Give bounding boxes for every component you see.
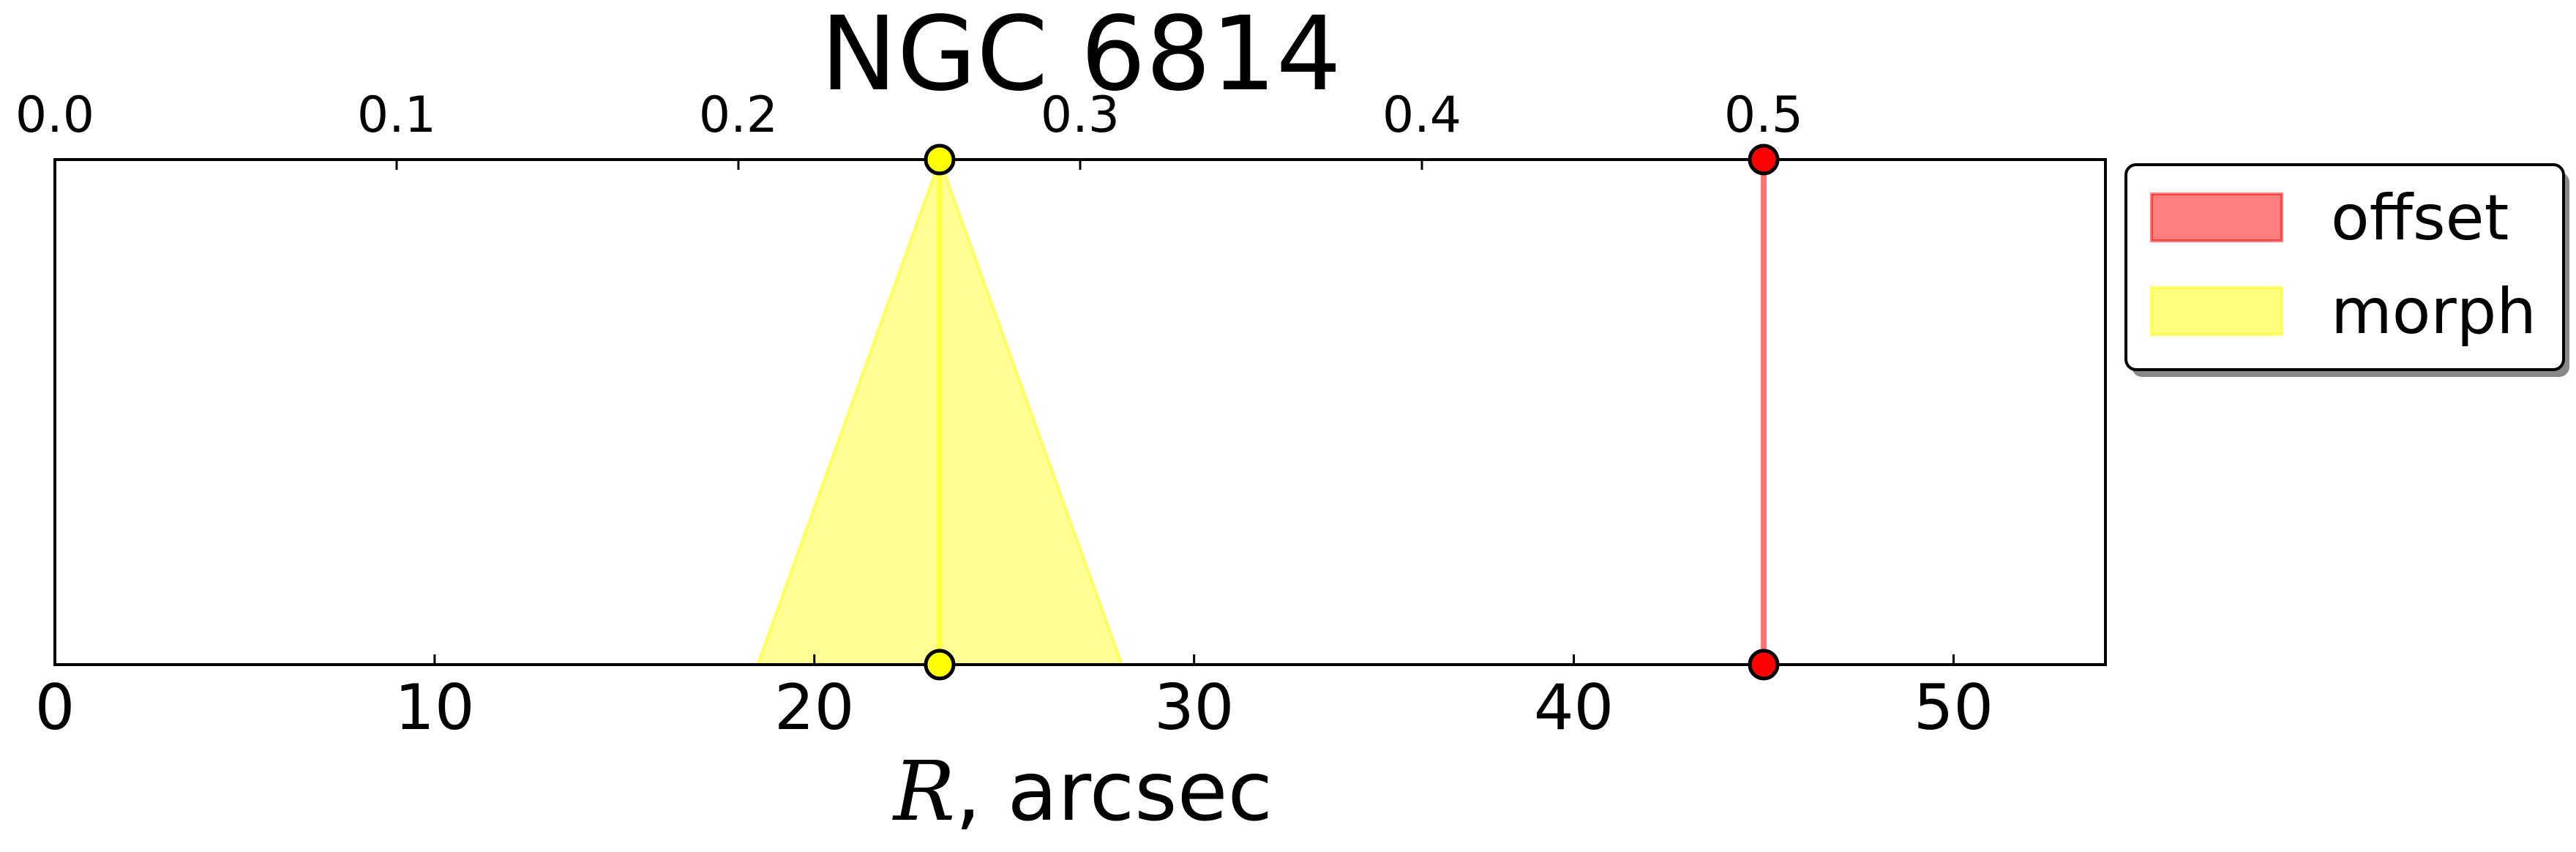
legend-entries: offset morph	[2150, 182, 2536, 348]
x-tick-label: 40	[1534, 671, 1614, 744]
legend-swatch-offset	[2150, 193, 2283, 242]
x-axis-label: R, arcsec	[892, 744, 1273, 840]
morph-point-bottom	[924, 649, 956, 681]
legend-swatch-morph	[2150, 286, 2283, 336]
legend: offset morph	[2124, 163, 2569, 377]
legend-label-morph: morph	[2331, 275, 2536, 348]
top-tick-label: 0.0	[15, 86, 94, 144]
morph-point-top	[924, 143, 956, 176]
series-lines-layer	[937, 160, 1767, 665]
axes-layer: 0 10 20 30 40 50 0.0 0.1 0.2 0.3 0.4 0.5	[15, 86, 1993, 744]
x-tick-label: 10	[394, 671, 474, 744]
offset-point-top	[1748, 143, 1780, 176]
x-tick-label: 20	[774, 671, 854, 744]
chart-title: NGC 6814	[820, 0, 1341, 114]
offset-point-bottom	[1748, 649, 1780, 681]
x-tick-label: 30	[1154, 671, 1234, 744]
legend-label-offset: offset	[2331, 182, 2509, 255]
top-tick-label: 0.5	[1724, 86, 1803, 144]
series-points-layer	[924, 143, 1780, 681]
top-tick-label: 0.1	[357, 86, 436, 144]
x-tick-label: 50	[1914, 671, 1993, 744]
x-tick-label: 0	[35, 671, 75, 744]
top-tick-label: 0.4	[1382, 86, 1461, 144]
top-tick-label: 0.3	[1041, 86, 1120, 144]
x-axis-label-unit: , arcsec	[955, 744, 1273, 840]
top-tick-label: 0.2	[699, 86, 778, 144]
x-axis-label-variable: R	[892, 744, 955, 840]
